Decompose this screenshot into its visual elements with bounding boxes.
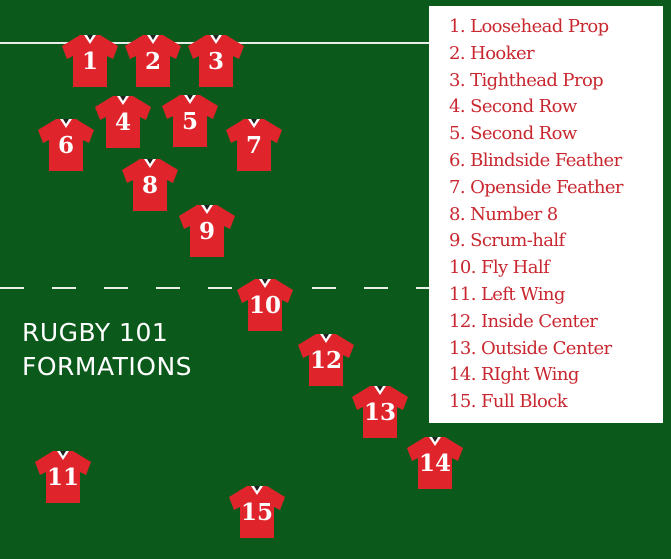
legend-item: 15. Full Block [449, 391, 568, 413]
legend-item: 13. Outside Center [449, 337, 612, 359]
legend-item: 9. Scrum-half [449, 230, 565, 252]
legend-item: 14. RIght Wing [449, 364, 579, 386]
legend-item: 8. Number 8 [449, 203, 558, 225]
jersey-icon [188, 35, 244, 87]
jersey-icon [229, 486, 285, 538]
jersey-number: 12 [309, 347, 342, 374]
jersey-9: 9 [177, 202, 237, 258]
jersey-icon [35, 451, 91, 503]
jersey-number: 4 [114, 109, 131, 136]
legend-item: 12. Inside Center [449, 310, 598, 332]
jersey-number: 14 [418, 450, 451, 477]
jersey-number: 11 [46, 464, 79, 491]
jersey-number: 5 [181, 108, 198, 135]
jersey-14: 14 [405, 434, 465, 490]
jersey-number: 6 [57, 132, 74, 159]
jersey-number: 15 [240, 499, 273, 526]
jersey-icon [162, 95, 218, 147]
jersey-5: 5 [160, 92, 220, 148]
jersey-15: 15 [227, 483, 287, 539]
jersey-number: 3 [207, 48, 224, 75]
legend-list: 1. Loosehead Prop 2. Hooker 3. Tighthead… [449, 14, 663, 416]
diagram-title: RUGBY 101 FORMATIONS [22, 316, 192, 384]
jersey-number: 13 [363, 399, 396, 426]
jersey-number: 9 [198, 218, 215, 245]
jersey-number: 1 [81, 48, 98, 75]
jersey-icon [122, 159, 178, 211]
jersey-number: 8 [141, 172, 158, 199]
jersey-8: 8 [120, 156, 180, 212]
jersey-icon [226, 119, 282, 171]
jersey-4: 4 [93, 93, 153, 149]
jersey-number: 2 [144, 48, 161, 75]
legend-item: 10. Fly Half [449, 257, 550, 279]
jersey-6: 6 [36, 116, 96, 172]
jersey-number: 10 [248, 292, 281, 319]
jersey-3: 3 [186, 32, 246, 88]
jersey-icon [38, 119, 94, 171]
legend-item: 7. Openside Feather [449, 176, 623, 198]
jersey-number: 7 [245, 132, 262, 159]
legend-item: 11. Left Wing [449, 283, 565, 305]
jersey-icon [407, 437, 463, 489]
jersey-1: 1 [60, 32, 120, 88]
jersey-icon [179, 205, 235, 257]
legend-item: 5. Second Row [449, 123, 577, 145]
jersey-icon [237, 279, 293, 331]
jersey-10: 10 [235, 276, 295, 332]
jersey-icon [298, 334, 354, 386]
dashed-field-line [0, 287, 430, 289]
jersey-13: 13 [350, 383, 410, 439]
jersey-2: 2 [123, 32, 183, 88]
positions-legend: 1. Loosehead Prop 2. Hooker 3. Tighthead… [429, 6, 663, 423]
jersey-12: 12 [296, 331, 356, 387]
title-line-1: RUGBY 101 [22, 318, 169, 347]
legend-item: 3. Tighthead Prop [449, 69, 604, 91]
legend-item: 1. Loosehead Prop [449, 16, 609, 37]
jersey-7: 7 [224, 116, 284, 172]
jersey-icon [125, 35, 181, 87]
title-line-2: FORMATIONS [22, 352, 193, 381]
jersey-icon [62, 35, 118, 87]
legend-item: 4. Second Row [449, 96, 577, 118]
jersey-11: 11 [33, 448, 93, 504]
legend-item: 6. Blindside Feather [449, 149, 622, 171]
jersey-icon [352, 386, 408, 438]
legend-item: 2. Hooker [449, 42, 535, 64]
jersey-icon [95, 96, 151, 148]
